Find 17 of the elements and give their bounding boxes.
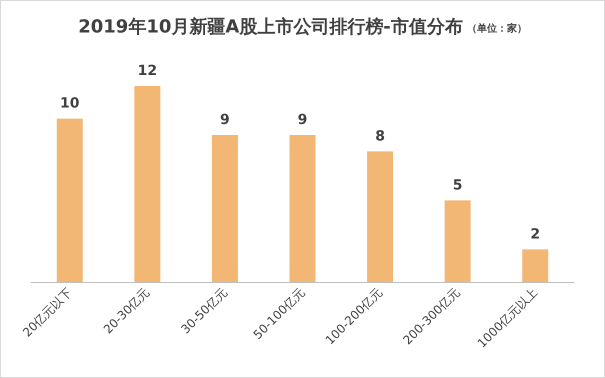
data-label: 5 bbox=[452, 177, 463, 194]
chart-subtitle: （单位：家） bbox=[466, 22, 527, 34]
data-label: 10 bbox=[60, 96, 80, 112]
bar bbox=[290, 135, 316, 282]
bar bbox=[522, 249, 548, 282]
chart-title: 2019年10月新疆A股上市公司排行榜-市值分布 bbox=[78, 16, 463, 38]
data-label: 12 bbox=[138, 63, 158, 79]
bar bbox=[134, 86, 160, 282]
data-label: 9 bbox=[220, 112, 230, 128]
bar bbox=[367, 151, 394, 282]
bar bbox=[56, 118, 83, 282]
bar bbox=[444, 200, 471, 282]
x-tick-label: 20亿元以下 bbox=[20, 285, 75, 340]
bar bbox=[212, 135, 238, 282]
data-label: 9 bbox=[298, 112, 308, 128]
data-label: 8 bbox=[375, 128, 385, 144]
data-label: 2 bbox=[530, 226, 540, 242]
